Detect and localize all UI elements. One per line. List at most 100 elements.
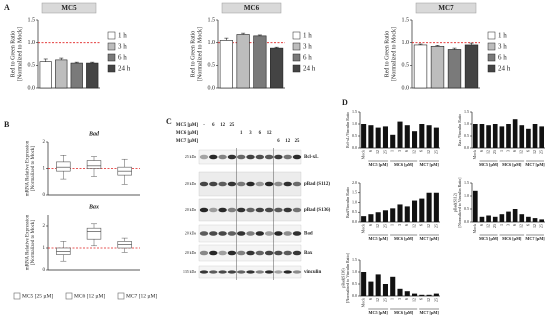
x-tick-label: 6 [512, 150, 517, 152]
blot-band [274, 181, 283, 187]
group-label: MC5 [µM] [369, 236, 389, 241]
bar [492, 216, 498, 222]
lane-label: 1 [240, 131, 243, 136]
chart-title: MC7 [438, 4, 454, 12]
blot-band [283, 231, 292, 236]
blot-band [199, 207, 209, 213]
bar [499, 214, 505, 222]
legend-swatch [487, 53, 496, 62]
legend-swatch [107, 42, 116, 51]
legend-label: 24 h [118, 65, 131, 73]
y-tick-label: 1.5 [352, 190, 357, 195]
bar [413, 44, 428, 89]
blot-band [218, 154, 227, 160]
legend-label: 24 h [303, 65, 316, 73]
blot-band [255, 231, 264, 236]
blot-band [274, 154, 283, 160]
y-axis-label: Bad/Vinculin Ratio [345, 187, 350, 218]
blot-band [218, 207, 227, 213]
x-tick-label: Mock [361, 224, 366, 233]
x-tick-label: 3 [505, 150, 510, 152]
blot-band [237, 250, 246, 256]
lane-label: 12 [267, 131, 272, 136]
x-tick-label: 6 [368, 224, 373, 226]
y-tick-label: 2 [43, 140, 46, 145]
lane-label: 12 [220, 123, 225, 128]
chart-title: Bax [88, 204, 99, 210]
x-tick-label: 25 [382, 150, 387, 154]
blot-band [199, 231, 209, 236]
y-axis-label: [Normalized to Vinculin Ratio] [345, 252, 350, 303]
chart-title: MC5 [61, 4, 77, 12]
lane-header-label: MC6 [µM] [176, 131, 198, 136]
x-tick-label: 1 [390, 298, 395, 300]
bar [479, 216, 485, 222]
legend-swatch [117, 292, 125, 300]
x-tick-label: 12 [532, 224, 537, 228]
blot-band [199, 250, 209, 256]
x-tick-label: 6 [368, 150, 373, 152]
blot-band [218, 181, 227, 187]
blot-band [292, 181, 302, 187]
bar [526, 216, 531, 222]
x-tick-label: 12 [375, 298, 380, 302]
legend-swatch [107, 64, 116, 73]
bar [375, 127, 381, 148]
bar [506, 124, 511, 148]
x-tick-label: 6 [479, 224, 484, 226]
box [86, 227, 102, 240]
bar [433, 127, 439, 148]
bar [412, 131, 418, 148]
y-tick-label: 0.5 [464, 206, 469, 211]
legend-swatch [13, 292, 21, 300]
x-tick-label: 6 [525, 150, 530, 152]
bar [361, 124, 367, 148]
title-box [415, 2, 477, 14]
panel-label: D [342, 98, 348, 107]
y-axis-label: Bcl-xL/Vinculin Ratio [345, 112, 350, 148]
x-tick-label: 1 [390, 224, 395, 226]
x-tick-label: Mock [361, 298, 366, 307]
blot-band [255, 154, 264, 160]
x-tick-label: 6 [404, 224, 409, 226]
x-tick-label: 25 [492, 224, 497, 228]
legend-label: 3 h [303, 43, 312, 51]
x-tick-label: 25 [492, 150, 497, 154]
y-tick-label: 0.5 [208, 63, 216, 69]
protein-label: Bax [304, 251, 313, 256]
y-tick-label: 1.0 [28, 40, 36, 46]
y-tick-label: 1.5 [28, 17, 36, 23]
blot-band [227, 270, 237, 274]
x-tick-label: 25 [433, 298, 438, 302]
group-label: MC7 [µM] [419, 310, 439, 315]
protein-label: Bad [304, 232, 313, 237]
blot-band [264, 207, 274, 213]
x-tick-label: 12 [519, 150, 524, 154]
x-tick-label: 25 [433, 150, 438, 154]
blot-band [237, 270, 246, 274]
blot-band [283, 181, 292, 187]
bar [361, 272, 367, 296]
bar [70, 62, 83, 89]
blot-band [199, 154, 209, 160]
bar [499, 126, 505, 148]
chart-title: MC6 [244, 4, 260, 12]
lane-header-label: MC7 [µM] [176, 139, 198, 144]
x-tick-label: 12 [486, 224, 491, 228]
bar [526, 128, 531, 148]
x-tick-label: 25 [382, 298, 387, 302]
legend-label: 6 h [498, 54, 507, 62]
legend-label: 24 h [498, 65, 511, 73]
y-tick-label: 2 [43, 224, 46, 229]
bar [539, 126, 545, 148]
x-tick-label: 12 [375, 150, 380, 154]
group-label: MC7 [µM] [419, 162, 439, 167]
bar [404, 206, 410, 222]
bar [426, 192, 432, 222]
x-tick-label: 12 [411, 298, 416, 302]
y-tick-label: 0.0 [464, 219, 469, 224]
blot-band [237, 181, 246, 187]
legend-swatch [107, 53, 116, 62]
blot-band [237, 207, 246, 213]
blot-band [199, 270, 209, 274]
